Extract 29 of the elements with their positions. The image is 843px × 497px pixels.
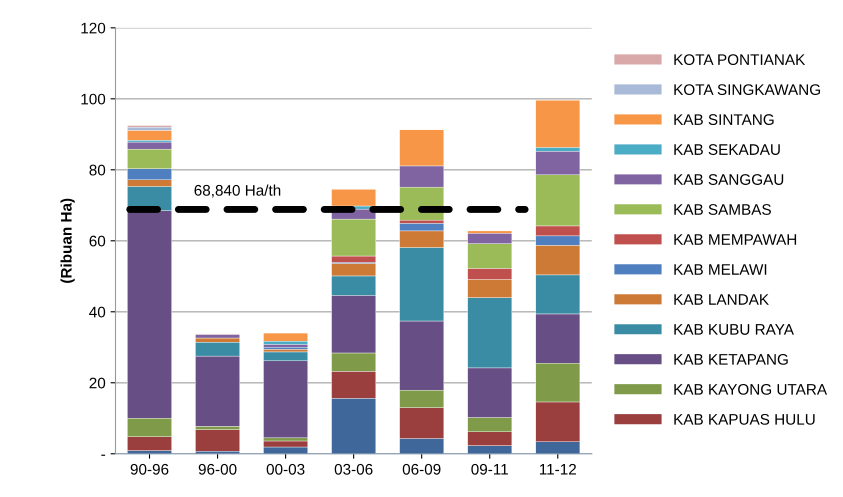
legend-label: KAB KAYONG UTARA [674, 384, 828, 395]
legend-label: KAB SAMBAS [674, 204, 771, 215]
legend-label: KAB MEMPAWAH [674, 234, 796, 245]
ref-line-label: 68,840 Ha/th [194, 184, 280, 198]
y-tick-label: 40 [89, 306, 106, 318]
x-tick-label: 06-09 [402, 464, 440, 475]
legend-label: KAB KAPUAS HULU [674, 414, 815, 425]
legend-label: KOTA SINGKAWANG [674, 84, 820, 96]
x-tick-label: 09-11 [471, 464, 508, 475]
y-axis-title: (Ribuan Ha) [60, 198, 75, 283]
legend-label: KAB LANDAK [674, 294, 769, 305]
legend-label: KOTA PONTIANAK [674, 54, 806, 66]
x-tick-label: 90-96 [130, 464, 168, 475]
y-tick-label: 100 [81, 94, 106, 105]
legend-label: KAB MELAWI [674, 264, 766, 275]
legend-label: KAB SEKADAU [674, 144, 780, 155]
y-tick-label: - [101, 454, 106, 456]
legend-label: KAB KUBU RAYA [674, 324, 794, 335]
x-tick-label: 00-03 [266, 464, 304, 475]
y-tick-label: 60 [90, 236, 106, 246]
x-tick-label: 03-06 [334, 464, 373, 475]
legend-label: KAB KETAPANG [674, 354, 788, 365]
y-tick-label: 120 [81, 22, 106, 34]
y-tick-label: 20 [90, 378, 106, 388]
x-tick-label: 96-00 [198, 464, 236, 475]
legend-label: KAB SANGGAU [674, 174, 784, 185]
legend-label: KAB SINTANG [674, 114, 774, 125]
x-tick-label: 11-12 [540, 464, 576, 475]
y-tick-label: 80 [89, 164, 106, 176]
